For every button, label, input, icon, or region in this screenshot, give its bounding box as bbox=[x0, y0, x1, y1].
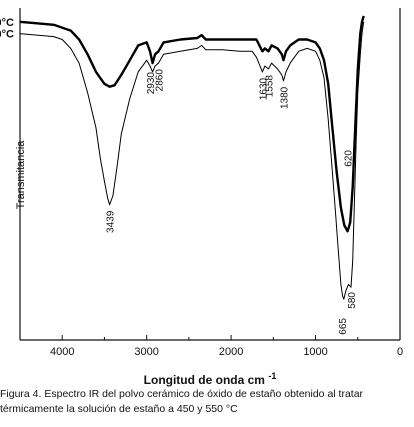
series-line-450c bbox=[19, 21, 365, 300]
peak-label: 2860 bbox=[155, 69, 166, 92]
series-name-label: 550°C bbox=[0, 17, 14, 29]
x-tick-label: 4000 bbox=[50, 346, 74, 358]
figure-caption: Figura 4. Espectro IR del polvo cerámico… bbox=[0, 387, 414, 417]
series-layer: 550°C450°C bbox=[0, 15, 365, 300]
x-tick-label: 0 bbox=[397, 346, 403, 358]
x-tick-label: 2000 bbox=[219, 346, 243, 358]
peak-label: 2930 bbox=[146, 72, 157, 95]
peak-label: 1380 bbox=[280, 86, 291, 109]
caption-line-2: térmicamente la solución de estaño a 450… bbox=[0, 403, 238, 415]
caption-line-1: Figura 4. Espectro IR del polvo cerámico… bbox=[0, 388, 364, 400]
peak-label: 1630 bbox=[258, 77, 269, 100]
ir-spectrum-chart: 4000 3000 2000 1000 0 Longitud de onda cm -1 T… bbox=[0, 8, 403, 387]
x-tick-label: 3000 bbox=[134, 346, 158, 358]
peak-label: 665 bbox=[338, 318, 349, 335]
series-name-label: 450°C bbox=[0, 29, 14, 41]
peak-label: 620 bbox=[344, 150, 355, 167]
peak-label: 1558 bbox=[264, 75, 275, 98]
peak-label: 580 bbox=[347, 292, 358, 309]
x-axis-label: Longitud de onda cm -1 bbox=[144, 371, 277, 387]
axes: 4000 3000 2000 1000 0 Longitud de onda cm -1 T… bbox=[15, 8, 403, 387]
y-axis-label: Transmitancia bbox=[15, 140, 27, 210]
x-axis-label-superscript: -1 bbox=[268, 371, 276, 381]
x-tick-label: 1000 bbox=[303, 346, 327, 358]
peak-label: 3439 bbox=[106, 210, 117, 233]
series-line-550c bbox=[19, 15, 365, 233]
